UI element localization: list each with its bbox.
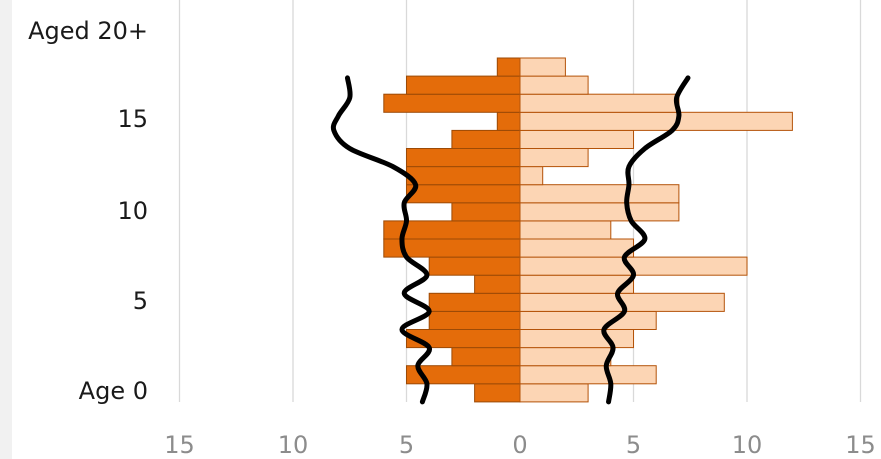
y-axis-tick-labels: Age 0 5 10 15 Aged 20+ <box>28 17 148 405</box>
x-tick-label-6: 15 <box>845 431 876 459</box>
x-tick-label-0: 15 <box>164 431 195 459</box>
right-bar-age-13 <box>519 148 589 168</box>
x-axis-tick-labels: 15 10 5 0 5 10 15 <box>164 431 876 459</box>
left-bar-age-16 <box>383 93 521 113</box>
y-tick-label-3: 15 <box>117 105 148 133</box>
left-bar-age-10 <box>451 202 521 222</box>
right-bar-age-1 <box>519 365 657 385</box>
left-bar-age-0 <box>474 383 521 403</box>
right-overlay-curve <box>601 75 691 405</box>
overlay-curves <box>330 75 691 405</box>
right-bar-series <box>519 57 793 403</box>
right-bar-age-9 <box>519 220 612 240</box>
right-bar-age-10 <box>519 202 680 222</box>
left-bar-age-11 <box>406 184 521 204</box>
left-bar-age-6 <box>474 274 521 294</box>
left-bar-age-4 <box>428 310 521 330</box>
left-bar-age-14 <box>451 129 521 149</box>
right-bar-age-12 <box>519 166 544 186</box>
right-bar-age-18 <box>519 57 566 77</box>
x-tick-label-2: 5 <box>399 431 414 459</box>
y-tick-label-1: 5 <box>133 287 148 315</box>
x-tick-label-4: 5 <box>626 431 641 459</box>
right-bar-age-17 <box>519 75 589 95</box>
left-margin-strip <box>0 0 12 459</box>
y-tick-label-2: 10 <box>117 197 148 225</box>
left-bar-age-18 <box>496 57 521 77</box>
right-bar-age-4 <box>519 310 657 330</box>
right-bar-age-11 <box>519 184 680 204</box>
right-bar-age-8 <box>519 238 634 258</box>
right-bar-age-14 <box>519 129 634 149</box>
x-tick-label-5: 10 <box>732 431 763 459</box>
y-tick-label-4: Aged 20+ <box>28 17 148 45</box>
right-bar-age-0 <box>519 383 589 403</box>
right-bar-age-15 <box>519 111 793 131</box>
x-tick-label-3: 0 <box>512 431 527 459</box>
left-bar-age-13 <box>406 148 521 168</box>
right-bar-age-2 <box>519 347 612 367</box>
left-bar-age-7 <box>428 256 521 276</box>
left-bar-age-2 <box>451 347 521 367</box>
left-bar-age-17 <box>406 75 521 95</box>
y-tick-label-0: Age 0 <box>79 377 148 405</box>
right-bar-age-3 <box>519 329 634 349</box>
left-bar-age-5 <box>428 292 521 312</box>
left-overlay-curve <box>330 75 432 405</box>
right-bar-age-16 <box>519 93 680 113</box>
left-bar-age-15 <box>496 111 521 131</box>
x-tick-label-1: 10 <box>278 431 309 459</box>
left-bar-age-12 <box>406 166 521 186</box>
